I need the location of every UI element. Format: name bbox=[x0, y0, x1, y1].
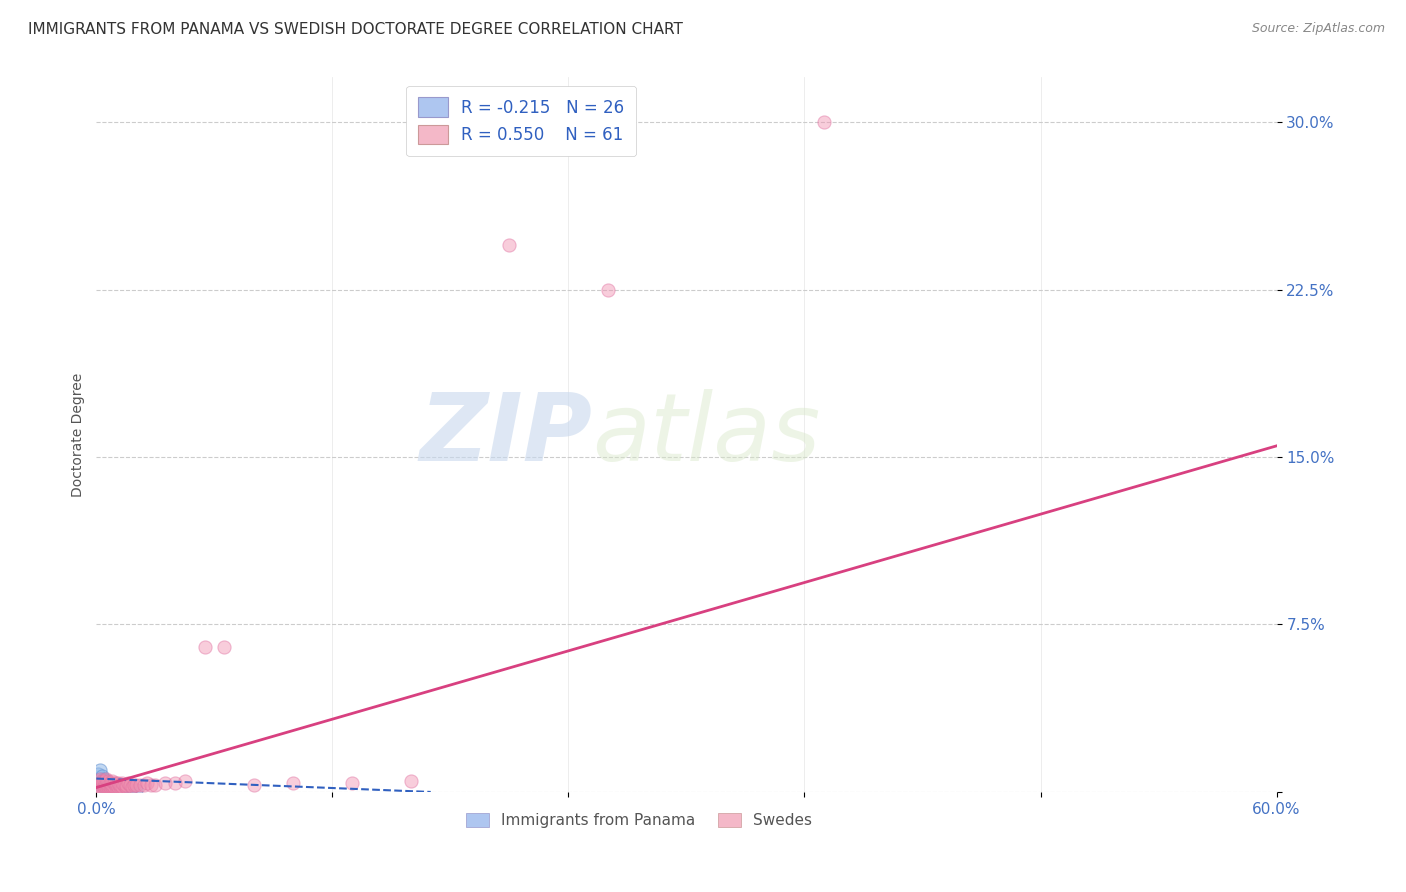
Point bbox=[163, 776, 186, 790]
Point bbox=[242, 778, 264, 792]
Point bbox=[105, 780, 128, 795]
Point bbox=[91, 780, 114, 795]
Point bbox=[96, 776, 118, 790]
Text: atlas: atlas bbox=[592, 389, 820, 480]
Point bbox=[91, 778, 114, 792]
Point bbox=[813, 115, 835, 129]
Point bbox=[105, 776, 128, 790]
Point bbox=[103, 776, 125, 790]
Point bbox=[93, 772, 115, 786]
Point bbox=[107, 782, 129, 797]
Point bbox=[498, 238, 520, 252]
Point bbox=[596, 283, 619, 297]
Point bbox=[173, 773, 195, 788]
Point bbox=[93, 780, 115, 795]
Point bbox=[93, 778, 115, 792]
Point bbox=[87, 778, 110, 792]
Point bbox=[107, 776, 129, 790]
Point bbox=[89, 776, 111, 790]
Point bbox=[93, 776, 115, 790]
Point bbox=[91, 778, 114, 792]
Point bbox=[128, 778, 150, 792]
Point bbox=[91, 769, 114, 783]
Point bbox=[122, 778, 145, 792]
Point bbox=[111, 776, 134, 790]
Point bbox=[89, 780, 111, 795]
Point bbox=[93, 773, 115, 788]
Point bbox=[96, 780, 118, 795]
Point bbox=[340, 776, 363, 790]
Point bbox=[108, 778, 131, 792]
Point bbox=[125, 782, 148, 797]
Y-axis label: Doctorate Degree: Doctorate Degree bbox=[72, 373, 86, 497]
Point bbox=[399, 773, 422, 788]
Point bbox=[89, 763, 111, 777]
Point bbox=[97, 778, 120, 792]
Point bbox=[87, 773, 110, 788]
Point bbox=[107, 780, 129, 795]
Point bbox=[98, 776, 121, 790]
Point bbox=[111, 780, 134, 795]
Point bbox=[96, 778, 118, 792]
Point bbox=[91, 776, 114, 790]
Point bbox=[103, 780, 125, 795]
Point bbox=[97, 776, 120, 790]
Point bbox=[93, 780, 115, 795]
Point bbox=[87, 767, 110, 781]
Point bbox=[96, 778, 118, 792]
Point bbox=[98, 780, 121, 795]
Point bbox=[132, 778, 155, 792]
Point bbox=[212, 640, 235, 654]
Point bbox=[87, 773, 110, 788]
Point bbox=[96, 772, 118, 786]
Point bbox=[98, 778, 121, 792]
Point bbox=[96, 773, 118, 788]
Point bbox=[125, 778, 148, 792]
Text: ZIP: ZIP bbox=[419, 389, 592, 481]
Point bbox=[103, 780, 125, 795]
Point bbox=[101, 778, 124, 792]
Point bbox=[98, 778, 121, 792]
Point bbox=[117, 776, 139, 790]
Point bbox=[97, 780, 120, 795]
Point bbox=[97, 773, 120, 788]
Point bbox=[97, 780, 120, 795]
Legend: Immigrants from Panama, Swedes: Immigrants from Panama, Swedes bbox=[460, 806, 818, 834]
Point bbox=[98, 780, 121, 795]
Point bbox=[121, 780, 143, 795]
Point bbox=[115, 782, 138, 797]
Point bbox=[141, 778, 163, 792]
Point bbox=[118, 778, 141, 792]
Point bbox=[153, 776, 176, 790]
Point bbox=[115, 778, 138, 792]
Point bbox=[118, 782, 141, 797]
Point bbox=[112, 778, 135, 792]
Point bbox=[101, 780, 124, 795]
Point bbox=[115, 780, 138, 795]
Point bbox=[281, 776, 304, 790]
Point bbox=[101, 780, 124, 795]
Point bbox=[91, 773, 114, 788]
Point bbox=[89, 772, 111, 786]
Point bbox=[143, 778, 166, 792]
Point bbox=[105, 780, 128, 795]
Point bbox=[193, 640, 215, 654]
Point bbox=[91, 773, 114, 788]
Point bbox=[96, 780, 118, 795]
Point bbox=[136, 776, 159, 790]
Point bbox=[89, 778, 111, 792]
Point bbox=[89, 772, 111, 786]
Point bbox=[105, 778, 128, 792]
Text: IMMIGRANTS FROM PANAMA VS SWEDISH DOCTORATE DEGREE CORRELATION CHART: IMMIGRANTS FROM PANAMA VS SWEDISH DOCTOR… bbox=[28, 22, 683, 37]
Point bbox=[111, 782, 134, 797]
Point bbox=[101, 773, 124, 788]
Point bbox=[108, 780, 131, 795]
Text: Source: ZipAtlas.com: Source: ZipAtlas.com bbox=[1251, 22, 1385, 36]
